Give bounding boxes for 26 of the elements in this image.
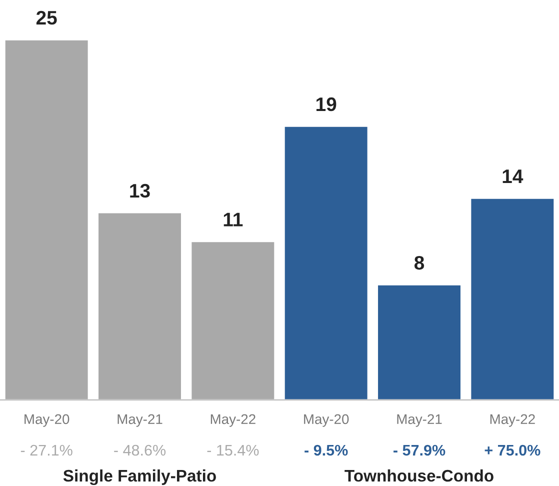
data-label: 14 xyxy=(502,170,524,184)
x-tick-label: May-21 xyxy=(118,414,162,427)
data-label: 8 xyxy=(414,256,424,270)
bar xyxy=(376,284,462,400)
data-label: 25 xyxy=(36,10,57,25)
data-label: 19 xyxy=(316,97,336,112)
bar xyxy=(4,38,90,400)
text: - 48.6% xyxy=(114,444,166,456)
text: - 27.1% xyxy=(20,444,72,456)
x-tick-label: May-21 xyxy=(397,414,442,427)
text: + 75.0% xyxy=(484,444,540,456)
text: - 9.5% xyxy=(304,444,348,456)
text: Townhouse-Condo xyxy=(344,469,494,482)
text: Single Family-Patio xyxy=(63,469,216,486)
bar xyxy=(190,240,276,400)
text: - 15.4% xyxy=(207,444,259,456)
text: - 57.9% xyxy=(394,444,446,456)
x-tick-label: May-22 xyxy=(490,414,535,427)
bar xyxy=(97,212,182,400)
x-tick-label: May-22 xyxy=(210,414,256,427)
x-tick-label: May-20 xyxy=(24,414,70,427)
data-label: 13 xyxy=(130,184,150,198)
x-tick-label: May-20 xyxy=(304,414,349,427)
bar xyxy=(283,125,369,400)
bar xyxy=(470,197,556,400)
data-label: 11 xyxy=(224,212,243,226)
